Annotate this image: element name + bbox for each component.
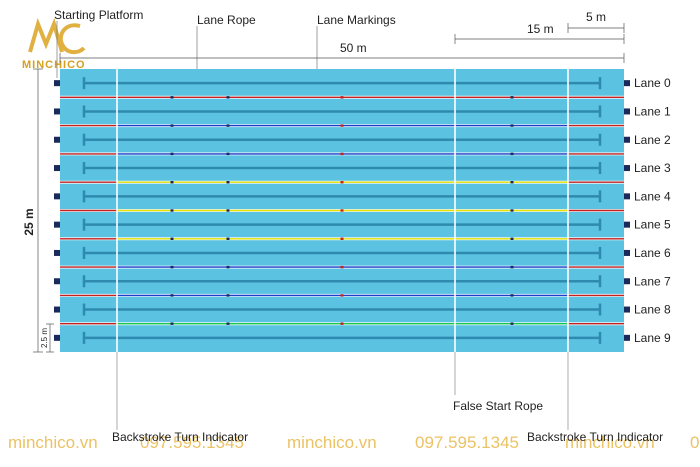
watermark-band: minchico.vn 097.595.1345 minchico.vn 097… [8,433,699,452]
starting-platform-right [624,221,630,228]
starting-platform-left [54,249,60,256]
starting-platform-right [624,80,630,87]
starting-platform-left [54,193,60,200]
lane-marking [82,162,602,175]
lane-rope [60,237,624,241]
starting-platform-right [624,306,630,313]
lane-marking [82,331,602,344]
lane-rope [60,209,624,212]
dimension-5m: 5 m [567,10,625,33]
watermark-item-5: 0 [690,433,699,452]
label-backstroke-right: Backstroke Turn Indicator [527,430,663,444]
starting-platform-left [54,165,60,172]
dimension-50m: 50 m [59,41,625,63]
label-lane-rope: Lane Rope [197,13,256,27]
label-backstroke-left: Backstroke Turn Indicator [112,430,248,444]
lane-label: Lane 4 [634,189,671,203]
lane-marking [82,105,602,118]
starting-platform-right [624,193,630,200]
lane-label: Lane 0 [634,76,671,90]
lane-label: Lane 7 [634,274,671,288]
dim-5m-label: 5 m [586,10,606,24]
lane-ropes [60,95,624,326]
dim-25m-label: 25 m [22,208,36,235]
label-lane-markings: Lane Markings [317,13,396,27]
lane-rope [60,152,624,156]
lane-markings [82,77,602,344]
lane-marking [82,190,602,203]
starting-platform-left [54,306,60,313]
lane-label: Lane 6 [634,246,671,260]
lane-rope [60,265,624,269]
dim-2-5m-label: 2.5 m [40,328,49,348]
lane-label: Lane 5 [634,218,671,232]
minchico-logo: MINCHICO [22,17,86,71]
starting-platform-left [54,334,60,341]
starting-platform-right [624,334,630,341]
starting-platform-right [624,136,630,143]
lane-label: Lane 8 [634,303,671,317]
lane-marking [82,77,602,90]
lane-label: Lane 1 [634,104,671,118]
starting-platform-left [54,108,60,115]
starting-platform-left [54,136,60,143]
dimension-25m: 25 m [22,68,43,353]
lane-marking [82,275,602,288]
starting-platform-left [54,221,60,228]
starting-platform-left [54,80,60,87]
lane-label: Lane 3 [634,161,671,175]
lane-labels: Lane 0 Lane 1 Lane 2 Lane 3 Lane 4 Lane 5 Lane… [634,76,671,345]
label-starting-platform: Starting Platform [54,8,143,22]
lane-marking [82,246,602,259]
starting-platform-left [54,278,60,285]
watermark-item-3: 097.595.1345 [415,433,519,452]
lane-rope [60,180,624,184]
logo-text: MINCHICO [22,59,86,71]
dim-15m-label: 15 m [527,22,554,36]
lane-label: Lane 2 [634,133,671,147]
lane-rope [60,322,624,326]
watermark-item-1: 097.595.1345 [140,433,244,452]
watermark-item-4: minchico.vn [565,433,655,452]
lane-marking [82,303,602,316]
watermark-item-2: minchico.vn [287,433,377,452]
dimension-15m: 15 m [454,22,625,44]
label-false-start-rope: False Start Rope [453,399,543,413]
dimension-2-5m: 2.5 m [40,323,54,353]
lane-rope [60,124,624,128]
lane-marking [82,133,602,146]
lane-rope [60,293,624,297]
lane-rope [60,95,624,99]
starting-platform-right [624,108,630,115]
starting-platform-right [624,165,630,172]
logo-mark-c [58,23,86,55]
starting-platforms [54,80,630,341]
dim-50m-label: 50 m [340,41,367,55]
lane-marking [82,218,602,231]
watermark-item-0: minchico.vn [8,433,98,452]
lane-label: Lane 9 [634,331,671,345]
starting-platform-right [624,249,630,256]
starting-platform-right [624,278,630,285]
